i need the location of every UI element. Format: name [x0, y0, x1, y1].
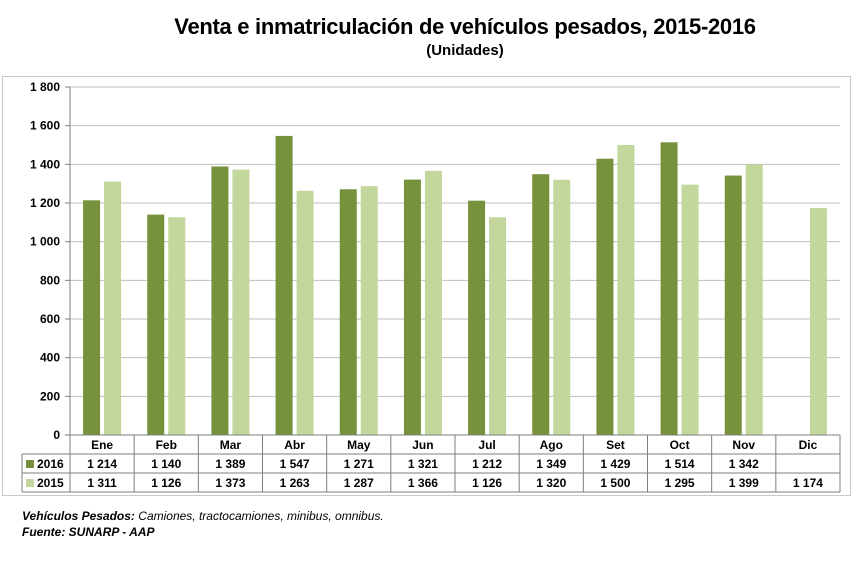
footnote-text: Camiones, tractocamiones, minibus, omnib…	[134, 509, 384, 523]
chart-subtitle: (Unidades)	[426, 42, 504, 59]
bar-2015	[489, 217, 507, 435]
legend-key-2015	[26, 479, 34, 487]
bar-2016	[468, 200, 486, 435]
x-tick-label: Set	[606, 438, 625, 452]
data-label: 1 366	[408, 476, 438, 490]
data-label: 1 263	[280, 476, 310, 490]
y-tick-label: 400	[40, 351, 60, 365]
footnote: Vehículos Pesados: Camiones, tractocamio…	[22, 509, 384, 523]
bar-2015	[617, 145, 635, 435]
x-tick-label: Nov	[732, 438, 755, 452]
data-label: 1 373	[215, 476, 245, 490]
data-label: 1 514	[665, 457, 695, 471]
x-tick-label: Oct	[670, 438, 690, 452]
bar-2016	[660, 142, 678, 435]
data-label: 1 311	[87, 476, 117, 490]
data-label: 1 342	[729, 457, 759, 471]
legend-label: 2016	[37, 457, 64, 471]
data-label: 1 140	[151, 457, 181, 471]
bar-2015	[809, 208, 827, 435]
bar-2016	[83, 200, 101, 435]
bar-2015	[553, 179, 571, 435]
data-label: 1 500	[600, 476, 630, 490]
legend-key-2016	[26, 460, 34, 468]
source-note: Fuente: SUNARP - AAP	[22, 525, 155, 539]
data-label: 1 320	[536, 476, 566, 490]
x-tick-label: May	[347, 438, 371, 452]
data-label: 1 295	[665, 476, 695, 490]
y-tick-label: 1 200	[30, 196, 60, 210]
data-label: 1 174	[793, 476, 823, 490]
x-tick-label: Ene	[91, 438, 113, 452]
bar-2016	[532, 174, 550, 435]
x-tick-label: Jun	[412, 438, 433, 452]
bar-2015	[681, 184, 699, 435]
bar-2016	[339, 189, 357, 435]
x-tick-label: Ago	[540, 438, 563, 452]
y-tick-label: 200	[40, 389, 60, 403]
data-label: 1 126	[151, 476, 181, 490]
y-tick-label: 1 400	[30, 157, 60, 171]
data-label: 1 349	[536, 457, 566, 471]
footnote-label: Vehículos Pesados:	[22, 509, 135, 523]
bar-2016	[147, 214, 165, 435]
bar-2015	[360, 186, 378, 435]
data-label: 1 547	[280, 457, 310, 471]
legend-label: 2015	[37, 476, 64, 490]
x-tick-label: Jul	[478, 438, 495, 452]
data-label: 1 399	[729, 476, 759, 490]
bar-2016	[275, 135, 293, 435]
x-tick-label: Mar	[220, 438, 242, 452]
data-label: 1 287	[344, 476, 374, 490]
data-label: 1 214	[87, 457, 117, 471]
y-tick-label: 0	[53, 428, 60, 442]
data-label: 1 126	[472, 476, 502, 490]
y-tick-label: 1 000	[30, 235, 60, 249]
bar-2016	[596, 158, 614, 435]
data-label: 1 271	[344, 457, 374, 471]
bar-2016	[724, 175, 742, 435]
data-label: 1 212	[472, 457, 502, 471]
data-label: 1 429	[600, 457, 630, 471]
bar-2015	[104, 181, 122, 435]
bar-2016	[211, 166, 229, 435]
bar-2015	[424, 170, 442, 435]
chart-title: Venta e inmatriculación de vehículos pes…	[174, 14, 756, 39]
data-label: 1 321	[408, 457, 438, 471]
bar-2015	[745, 164, 763, 435]
y-tick-label: 800	[40, 273, 60, 287]
y-tick-label: 600	[40, 312, 60, 326]
x-tick-label: Dic	[799, 438, 818, 452]
bar-2015	[296, 190, 314, 435]
bar-2015	[168, 217, 186, 435]
y-tick-label: 1 600	[30, 119, 60, 133]
chart-frame	[2, 76, 851, 496]
data-label: 1 389	[215, 457, 245, 471]
bar-2015	[232, 169, 250, 435]
x-tick-label: Feb	[156, 438, 177, 452]
y-tick-label: 1 800	[30, 80, 60, 94]
bar-2016	[403, 179, 421, 435]
x-tick-label: Abr	[284, 438, 305, 452]
